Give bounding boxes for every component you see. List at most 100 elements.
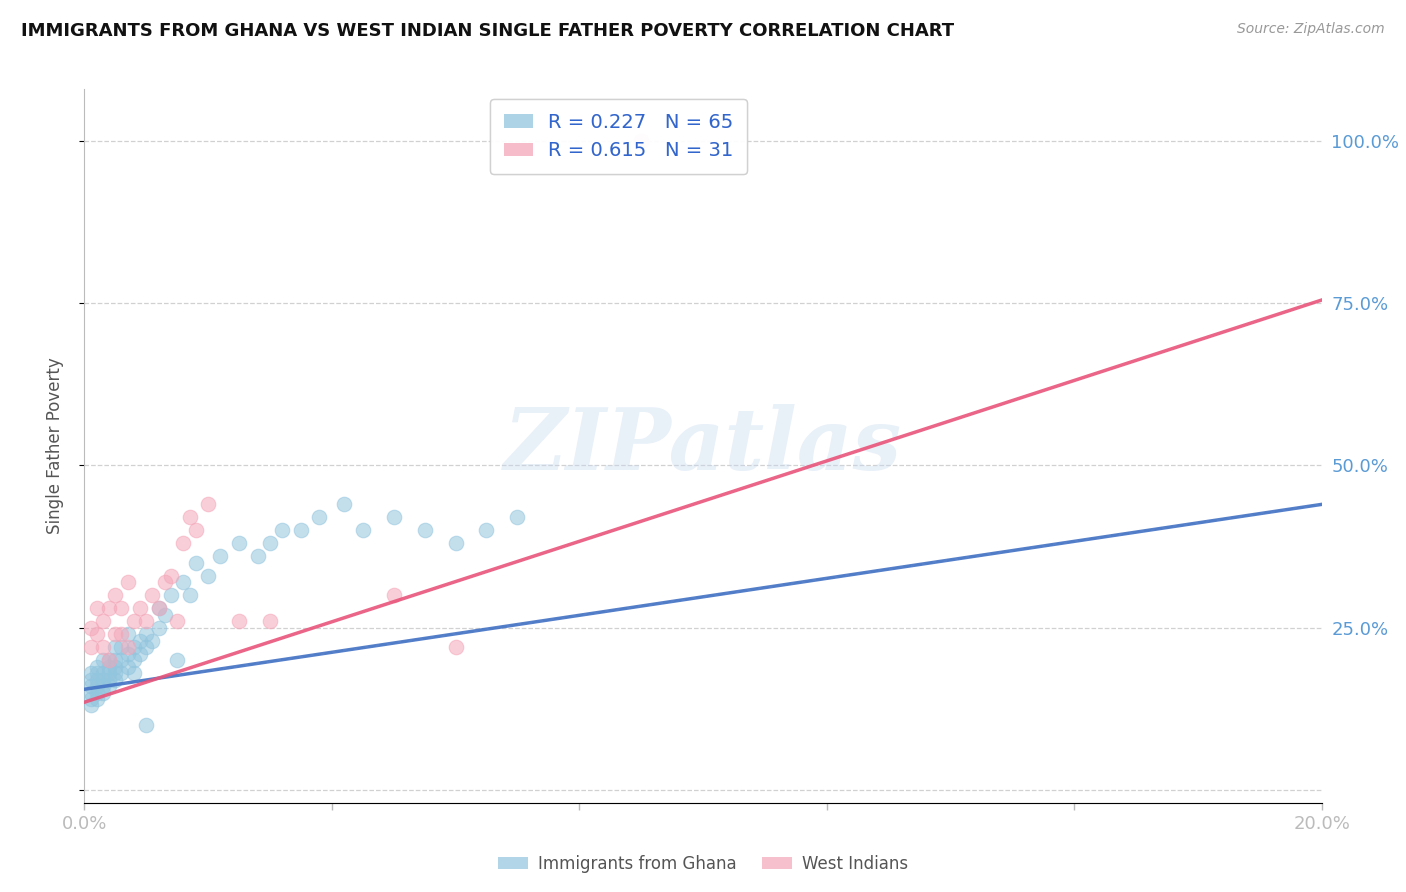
Point: [91, 614, 114, 628]
Point: [166, 614, 188, 628]
Point: [129, 647, 152, 661]
Point: [117, 640, 139, 654]
Point: [135, 614, 157, 628]
Point: [104, 588, 127, 602]
Point: [184, 524, 207, 538]
Point: [91, 673, 114, 687]
Point: [117, 575, 139, 590]
Point: [117, 647, 139, 661]
Point: [91, 685, 114, 699]
Point: [104, 640, 127, 654]
Point: [110, 601, 132, 615]
Point: [209, 549, 232, 564]
Point: [308, 510, 330, 524]
Y-axis label: Single Father Poverty: Single Father Poverty: [45, 358, 63, 534]
Point: [413, 524, 436, 538]
Point: [148, 621, 170, 635]
Point: [104, 653, 127, 667]
Point: [86, 673, 108, 687]
Point: [135, 640, 157, 654]
Point: [135, 627, 157, 641]
Point: [290, 524, 312, 538]
Point: [179, 510, 201, 524]
Point: [122, 653, 145, 667]
Point: [259, 536, 281, 550]
Point: [160, 568, 183, 582]
Point: [228, 536, 250, 550]
Point: [110, 666, 132, 681]
Point: [91, 653, 114, 667]
Point: [104, 673, 127, 687]
Text: ZIPatlas: ZIPatlas: [503, 404, 903, 488]
Point: [110, 653, 132, 667]
Point: [122, 614, 145, 628]
Point: [228, 614, 250, 628]
Point: [172, 575, 194, 590]
Point: [135, 718, 157, 732]
Point: [98, 673, 121, 687]
Point: [86, 601, 108, 615]
Point: [382, 588, 405, 602]
Point: [86, 627, 108, 641]
Point: [98, 659, 121, 673]
Point: [91, 666, 114, 681]
Point: [122, 666, 145, 681]
Point: [129, 601, 152, 615]
Point: [79, 666, 101, 681]
Point: [104, 659, 127, 673]
Point: [91, 679, 114, 693]
Point: [122, 640, 145, 654]
Point: [110, 640, 132, 654]
Point: [141, 588, 163, 602]
Point: [475, 524, 498, 538]
Point: [184, 556, 207, 570]
Point: [91, 640, 114, 654]
Point: [86, 659, 108, 673]
Point: [79, 692, 101, 706]
Point: [79, 621, 101, 635]
Point: [86, 692, 108, 706]
Point: [104, 666, 127, 681]
Point: [197, 568, 219, 582]
Point: [98, 601, 121, 615]
Point: [117, 659, 139, 673]
Point: [117, 627, 139, 641]
Point: [98, 666, 121, 681]
Point: [148, 601, 170, 615]
Point: [110, 627, 132, 641]
Point: [79, 640, 101, 654]
Point: [271, 524, 294, 538]
Text: IMMIGRANTS FROM GHANA VS WEST INDIAN SINGLE FATHER POVERTY CORRELATION CHART: IMMIGRANTS FROM GHANA VS WEST INDIAN SIN…: [21, 22, 955, 40]
Point: [197, 497, 219, 511]
Point: [148, 601, 170, 615]
Point: [382, 510, 405, 524]
Point: [179, 588, 201, 602]
Point: [79, 679, 101, 693]
Legend: R = 0.227   N = 65, R = 0.615   N = 31: R = 0.227 N = 65, R = 0.615 N = 31: [491, 99, 747, 174]
Point: [86, 666, 108, 681]
Point: [129, 633, 152, 648]
Point: [79, 673, 101, 687]
Point: [444, 536, 467, 550]
Point: [352, 524, 374, 538]
Point: [172, 536, 194, 550]
Legend: Immigrants from Ghana, West Indians: Immigrants from Ghana, West Indians: [492, 848, 914, 880]
Point: [444, 640, 467, 654]
Point: [98, 653, 121, 667]
Point: [153, 607, 176, 622]
Point: [98, 679, 121, 693]
Point: [86, 679, 108, 693]
Point: [160, 588, 183, 602]
Point: [166, 653, 188, 667]
Point: [259, 614, 281, 628]
Point: [506, 510, 529, 524]
Point: [104, 627, 127, 641]
Point: [141, 633, 163, 648]
Point: [333, 497, 356, 511]
Point: [79, 698, 101, 713]
Point: [246, 549, 269, 564]
Point: [630, 134, 652, 148]
Point: [153, 575, 176, 590]
Point: [79, 685, 101, 699]
Text: Source: ZipAtlas.com: Source: ZipAtlas.com: [1237, 22, 1385, 37]
